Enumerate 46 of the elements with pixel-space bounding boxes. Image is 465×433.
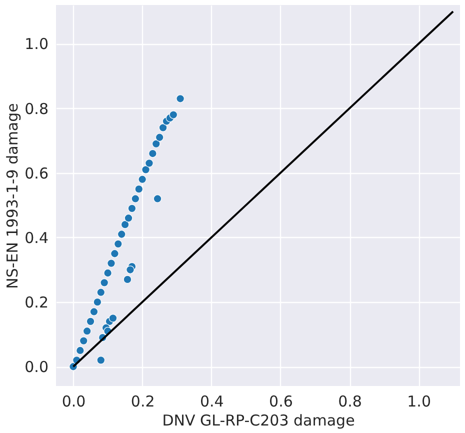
- point: [117, 230, 126, 238]
- y-tick-label: 0.4: [24, 228, 48, 247]
- point: [152, 140, 160, 148]
- point: [76, 346, 84, 355]
- point: [86, 317, 95, 326]
- x-tick-label: 0.8: [338, 392, 362, 410]
- x-tick-label: 1.0: [407, 392, 431, 410]
- y-tick-label: 0.6: [24, 164, 48, 182]
- point: [153, 194, 162, 203]
- point: [96, 288, 106, 297]
- point: [110, 249, 119, 258]
- y-tick-label: 0.2: [24, 294, 48, 312]
- x-tick-label: 0.6: [269, 392, 293, 410]
- point: [131, 194, 140, 203]
- point: [142, 166, 150, 174]
- y-tick-label: 0.0: [24, 358, 48, 376]
- x-tick-label: 0.0: [62, 392, 86, 410]
- point: [158, 124, 168, 132]
- point: [114, 240, 122, 248]
- point: [176, 94, 184, 103]
- point: [108, 314, 118, 322]
- y-axis-title: NS-EN 1993-1-9 damage: [4, 103, 22, 289]
- point: [79, 336, 88, 345]
- y-tick-label: 1.0: [24, 35, 48, 54]
- point: [104, 268, 112, 278]
- point: [107, 259, 116, 268]
- point: [134, 184, 144, 194]
- point: [90, 308, 98, 316]
- point: [93, 298, 102, 306]
- point: [138, 175, 146, 184]
- point: [123, 275, 132, 284]
- point: [96, 356, 106, 364]
- point: [145, 159, 154, 168]
- point: [120, 220, 130, 229]
- x-axis-title: DNV GL-RP-C203 damage: [162, 412, 355, 430]
- point: [128, 204, 136, 213]
- point: [169, 110, 178, 119]
- point: [100, 278, 109, 287]
- y-tick-label: 0.8: [24, 100, 48, 118]
- x-tick-label: 0.4: [200, 392, 224, 410]
- point: [124, 214, 133, 222]
- point: [82, 326, 92, 336]
- x-tick-label: 0.2: [130, 392, 155, 410]
- point: [148, 149, 157, 158]
- point: [155, 133, 164, 142]
- point: [126, 266, 134, 274]
